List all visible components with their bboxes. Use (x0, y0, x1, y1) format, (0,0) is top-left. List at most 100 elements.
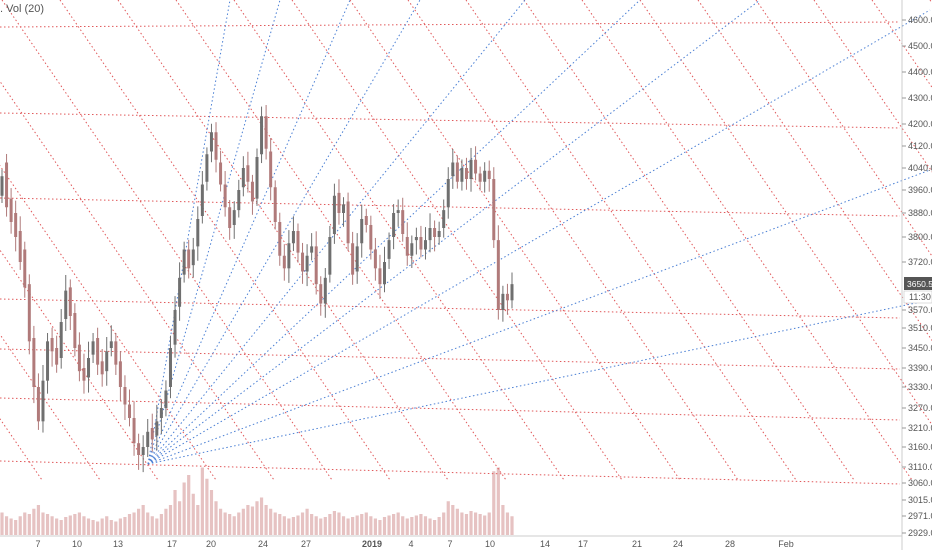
candle-body (150, 428, 154, 440)
volume-bar (155, 518, 159, 535)
volume-bar (259, 497, 264, 535)
gann-red-line (0, 249, 159, 481)
candle-body (396, 210, 400, 213)
volume-bar (464, 514, 469, 535)
volume-bar (360, 514, 364, 535)
candles (0, 105, 514, 473)
candle-body (241, 168, 245, 188)
candle-body (187, 249, 191, 269)
volume-bar (50, 516, 54, 535)
volume-indicator-label[interactable]: . Vol (20) (0, 3, 45, 15)
candle-body (114, 341, 118, 365)
candle-body (501, 293, 505, 310)
candle-body (200, 184, 204, 216)
candle-body (68, 287, 72, 316)
y-tick-label: 2971.0 (908, 511, 932, 521)
candle-body (278, 222, 282, 256)
volume-bar (451, 505, 455, 535)
candle-body (419, 237, 423, 250)
time-axis[interactable]: 7 10 13 17 20 24 27 2019 4 7 10 14 17 21 24 28 Feb (0, 535, 902, 549)
gann-red-line (59, 0, 391, 481)
candle-body (337, 192, 341, 213)
volume-bar (323, 517, 327, 535)
candle-body (405, 237, 409, 256)
candle-body (0, 176, 4, 196)
x-tick-label: 10 (485, 539, 495, 549)
candle-body (87, 358, 91, 378)
candle-body (469, 159, 473, 179)
candle-body (446, 179, 450, 208)
volume-bar (396, 512, 400, 535)
candle-body (478, 173, 482, 182)
y-tick-label: 3880.0 (908, 208, 932, 218)
volume-bar (182, 482, 186, 535)
volume-bar (18, 516, 22, 535)
volume-bar (45, 514, 50, 535)
candle-body (483, 170, 487, 182)
candle-body (109, 341, 113, 348)
volume-bar (91, 520, 95, 535)
volume-bar (264, 505, 268, 535)
candle-body (132, 418, 136, 444)
candle-body (123, 387, 127, 405)
gann-red-flat-line (0, 197, 901, 217)
y-tick-label: 3270.0 (908, 403, 932, 413)
gann-fan-line (147, 299, 931, 465)
volume-bar (0, 512, 4, 535)
candle-body (18, 231, 22, 262)
y-tick-label: 3060.0 (908, 478, 932, 488)
candle-body (451, 162, 455, 177)
candle-body (196, 219, 200, 247)
volume-bar (314, 516, 318, 535)
gann-red-line (697, 0, 932, 342)
volume-bar (164, 508, 168, 535)
y-tick-label: 4400.0 (908, 67, 932, 77)
candle-body (32, 338, 36, 387)
candle-body (433, 228, 437, 237)
volume-bar (351, 517, 355, 535)
volume-bar (346, 518, 350, 535)
gann-red-flat-line (0, 112, 901, 129)
volume-bar (278, 514, 282, 535)
volume-bar (437, 517, 441, 535)
volume-bar (159, 514, 163, 535)
volume-bar (59, 520, 63, 535)
candle-body (100, 361, 104, 375)
candle-body (9, 198, 13, 222)
candle-body (332, 195, 336, 234)
volume-bars (0, 467, 514, 535)
x-tick-label: 13 (113, 539, 123, 549)
volume-bar (64, 517, 68, 535)
candle-body (328, 237, 332, 275)
volume-bar (132, 512, 136, 535)
price-axis[interactable]: 4600.0 4500.0 4400.0 4300.0 4200.0 4120.0 4040… (901, 0, 932, 550)
x-tick-label: 21 (632, 539, 642, 549)
volume-bar (82, 516, 86, 535)
candle-body (73, 313, 77, 348)
volume-bar (209, 490, 214, 535)
y-tick-label: 3510.0 (908, 323, 932, 333)
gann-fan-line (147, 0, 351, 465)
y-tick-label: 3570.0 (908, 305, 932, 315)
x-tick-label: 14 (540, 539, 550, 549)
volume-bar (282, 516, 286, 535)
volume-bar (73, 514, 77, 535)
candle-body (255, 157, 259, 199)
x-tick-label: 17 (167, 539, 177, 549)
gann-red-line (813, 0, 932, 173)
volume-bar (105, 516, 109, 535)
volume-bar (483, 515, 487, 535)
candle-body (301, 252, 305, 272)
candle-body (205, 154, 209, 182)
volume-bar (14, 520, 18, 535)
volume-bar (319, 518, 323, 535)
volume-bar (432, 520, 437, 535)
volume-bar (392, 514, 396, 535)
candle-body (164, 390, 168, 408)
gann-red-line (0, 80, 275, 481)
x-tick-label: 28 (725, 539, 735, 549)
volume-bar (241, 508, 245, 535)
candle-body (437, 231, 441, 237)
